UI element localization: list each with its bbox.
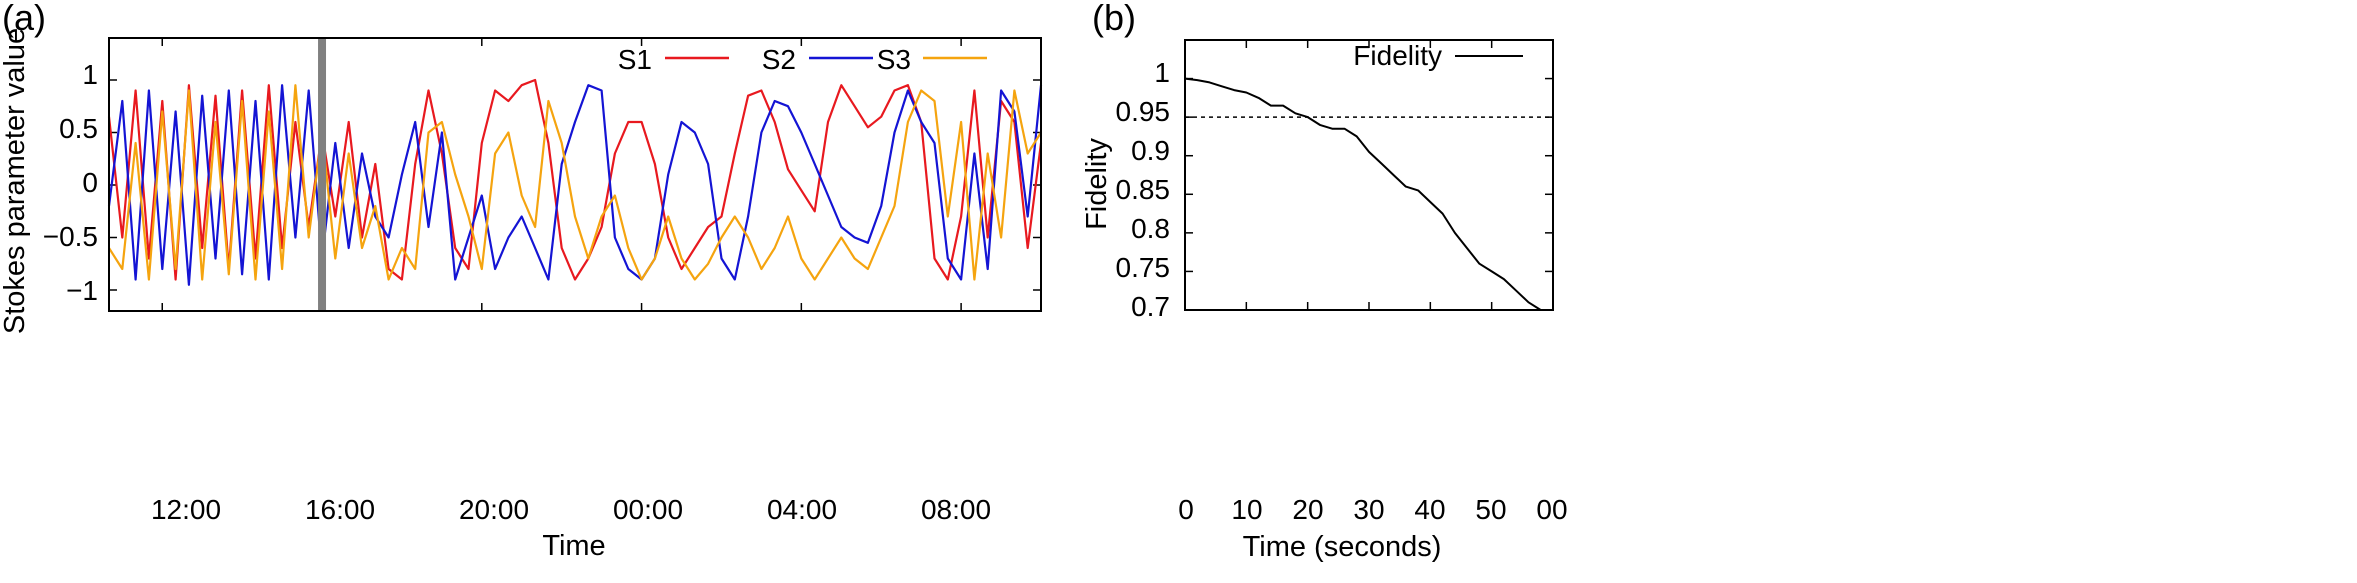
panel-a-y-tick-label: 0.5 xyxy=(59,113,98,144)
series-line-s2 xyxy=(107,84,1043,286)
panel-a-y-tick-label: −0.5 xyxy=(43,221,98,252)
panel-a-x-tick-labels: 12:00 16:00 20:00 00:00 04:00 08:00 xyxy=(151,494,991,525)
panel-a-y-tick-label: 0 xyxy=(82,167,98,198)
panel-a-y-tick-labels: 1 0.5 0 −0.5 −1 xyxy=(43,59,98,306)
panel-b-series xyxy=(1184,77,1553,311)
panel-a-label: (a) xyxy=(2,0,46,38)
panel-b-x-tick-labels: 0 10 20 30 40 50 00 xyxy=(1178,494,1567,525)
panel-a-xlabel: Time xyxy=(542,530,605,562)
panel-a-legend: S1 S2 S3 xyxy=(618,44,987,75)
panel-a-y-tick-label: 1 xyxy=(82,59,98,90)
panel-a-y-tick-label: −1 xyxy=(66,275,98,306)
series-line-s1 xyxy=(107,78,1043,281)
panel-b-ylabel: Fidelity xyxy=(1081,138,1113,230)
panel-b-xlabel: Time (seconds) xyxy=(1243,531,1442,563)
panel-b-y-tick-label: 0.7 xyxy=(1131,291,1170,322)
panel-b-y-tick-label: 0.75 xyxy=(1116,252,1171,283)
panel-b-x-tick-label: 20 xyxy=(1292,494,1323,525)
legend-label-s3: S3 xyxy=(877,44,911,75)
panel-a-ylabel: Stokes parameter value xyxy=(0,28,31,334)
panel-b-legend: Fidelity xyxy=(1353,40,1523,71)
panel-b-frame xyxy=(1184,39,1554,311)
time-marker-bar xyxy=(318,38,327,311)
panel-b: (b) Fidelity Time (seconds) 1 0.95 0.9 0… xyxy=(1081,0,1568,563)
legend-label-s2: S2 xyxy=(762,44,796,75)
series-line-fidelity xyxy=(1184,77,1553,311)
panel-a-x-tick-label: 20:00 xyxy=(459,494,529,525)
panel-a-x-tick-label: 16:00 xyxy=(305,494,375,525)
panel-a-x-tick-label: 00:00 xyxy=(613,494,683,525)
legend-label-s1: S1 xyxy=(618,44,652,75)
panel-b-x-tick-label: 30 xyxy=(1353,494,1384,525)
panel-b-x-tick-label: 10 xyxy=(1231,494,1262,525)
panel-b-x-tick-label: 40 xyxy=(1414,494,1445,525)
series-line-s3 xyxy=(108,84,1042,281)
panel-b-y-tick-label: 0.85 xyxy=(1116,174,1171,205)
panel-a-x-tick-label: 04:00 xyxy=(767,494,837,525)
panel-a-series xyxy=(107,78,1043,286)
panel-b-y-tick-label: 0.8 xyxy=(1131,213,1170,244)
panel-b-x-tick-label: 0 xyxy=(1178,494,1194,525)
panel-b-ticks xyxy=(1184,40,1554,311)
panel-b-label: (b) xyxy=(1092,0,1136,38)
panel-b-y-tick-labels: 1 0.95 0.9 0.85 0.8 0.75 0.7 xyxy=(1116,57,1171,322)
panel-b-y-tick-label: 0.95 xyxy=(1116,96,1171,127)
panel-b-y-tick-label: 0.9 xyxy=(1131,135,1170,166)
panel-a-x-tick-label: 12:00 xyxy=(151,494,221,525)
panel-a: (a) Stokes parameter value Time 12:00 16… xyxy=(0,0,1043,562)
panel-a-frame xyxy=(108,37,1042,312)
panel-b-x-tick-label: 50 xyxy=(1475,494,1506,525)
panel-b-x-tick-label: 00 xyxy=(1536,494,1567,525)
panel-b-y-tick-label: 1 xyxy=(1154,57,1170,88)
panel-a-x-tick-label: 08:00 xyxy=(921,494,991,525)
legend-label-fidelity: Fidelity xyxy=(1353,40,1442,71)
